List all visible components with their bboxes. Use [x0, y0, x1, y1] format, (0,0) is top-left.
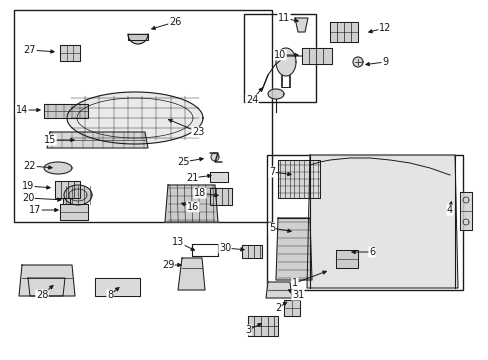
- Text: 9: 9: [381, 57, 387, 67]
- Polygon shape: [128, 34, 148, 40]
- Polygon shape: [67, 92, 203, 144]
- Text: 19: 19: [22, 181, 34, 191]
- Polygon shape: [63, 198, 70, 204]
- Bar: [244, 14, 315, 102]
- Text: 21: 21: [185, 173, 198, 183]
- Text: 20: 20: [22, 193, 34, 203]
- Polygon shape: [294, 18, 307, 32]
- Text: 31: 31: [291, 290, 304, 300]
- Text: 22: 22: [24, 161, 36, 171]
- Text: 13: 13: [171, 237, 184, 247]
- Text: 25: 25: [176, 157, 189, 167]
- Text: 16: 16: [186, 202, 199, 212]
- Polygon shape: [352, 57, 362, 67]
- Text: 8: 8: [107, 290, 113, 300]
- Polygon shape: [95, 278, 140, 296]
- Polygon shape: [278, 160, 319, 198]
- Polygon shape: [19, 265, 75, 296]
- Text: 5: 5: [268, 223, 275, 233]
- Text: 23: 23: [191, 127, 204, 137]
- Text: 24: 24: [245, 95, 258, 105]
- Text: 29: 29: [162, 260, 174, 270]
- Polygon shape: [60, 45, 80, 61]
- Text: 14: 14: [16, 105, 28, 115]
- Polygon shape: [64, 185, 92, 205]
- Text: 7: 7: [268, 167, 275, 177]
- Polygon shape: [267, 89, 284, 99]
- Polygon shape: [178, 258, 204, 290]
- Polygon shape: [265, 282, 291, 298]
- Polygon shape: [55, 181, 80, 198]
- Text: 2: 2: [274, 303, 281, 313]
- Text: 6: 6: [368, 247, 374, 257]
- Polygon shape: [335, 250, 357, 268]
- Polygon shape: [329, 22, 357, 42]
- Text: 28: 28: [36, 290, 48, 300]
- Polygon shape: [44, 104, 88, 118]
- Text: 4: 4: [446, 205, 452, 215]
- Text: 17: 17: [29, 205, 41, 215]
- Polygon shape: [284, 300, 299, 316]
- Polygon shape: [164, 185, 218, 222]
- Polygon shape: [47, 132, 148, 148]
- Bar: [266, 155, 462, 290]
- Polygon shape: [247, 316, 278, 336]
- Polygon shape: [275, 48, 295, 76]
- Text: 18: 18: [193, 188, 206, 198]
- Polygon shape: [302, 48, 331, 64]
- Text: 27: 27: [24, 45, 36, 55]
- Polygon shape: [211, 153, 219, 161]
- Polygon shape: [209, 188, 231, 205]
- Text: 15: 15: [44, 135, 56, 145]
- Text: 12: 12: [378, 23, 390, 33]
- Text: 30: 30: [219, 243, 231, 253]
- Polygon shape: [60, 204, 88, 220]
- Polygon shape: [242, 245, 262, 258]
- Text: 1: 1: [291, 278, 298, 288]
- Polygon shape: [44, 162, 72, 174]
- Polygon shape: [306, 155, 457, 288]
- Bar: [14, 10, 271, 222]
- Text: 26: 26: [168, 17, 181, 27]
- Text: 3: 3: [244, 325, 250, 335]
- Text: 10: 10: [273, 50, 285, 60]
- Text: 11: 11: [277, 13, 289, 23]
- Polygon shape: [275, 218, 311, 280]
- Polygon shape: [459, 192, 471, 230]
- Polygon shape: [128, 34, 148, 44]
- Polygon shape: [209, 172, 227, 182]
